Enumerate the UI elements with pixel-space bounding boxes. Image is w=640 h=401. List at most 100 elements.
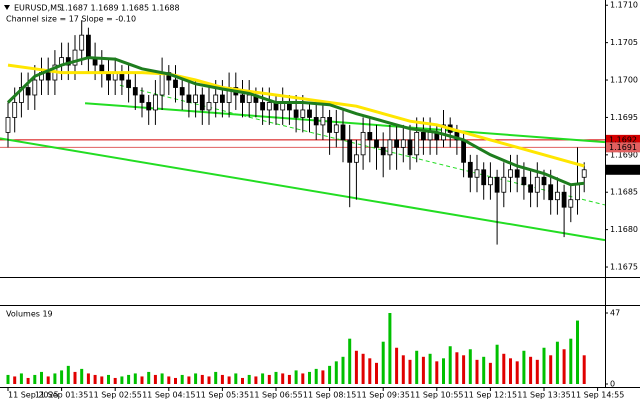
ohlc-text: 1.1687 1.1689 1.1685 1.1688 [60,4,180,13]
candle-body [213,94,219,103]
y-tick-label: 1.1700 [610,76,638,85]
candle-body [474,169,480,178]
candle [360,117,366,170]
volume-title: Volumes 19 [6,310,53,319]
candle-body [528,184,533,193]
x-tick-label: 11 Sep 13:35 [517,391,570,400]
candle-body [581,169,587,178]
x-tick-label: 11 Sep 02:55 [88,391,141,400]
x-tick-label: 11 Sep 09:35 [356,391,409,400]
candle-body [394,139,400,148]
candle-body [300,109,306,118]
price-label: 1.1691 [609,143,637,152]
candle-body [380,146,386,156]
y-tick-label: 1.1675 [610,263,638,272]
candle [327,109,333,155]
candle [561,184,567,238]
candle [534,162,540,208]
candle-body [159,72,165,96]
candle [474,154,480,193]
y-tick-label: 1.1695 [610,113,638,122]
candle [353,139,359,200]
candle [152,80,158,125]
candle-body [173,79,178,88]
candle-body [240,94,245,103]
candle-body [186,94,192,103]
candle [25,72,31,110]
candle-body [541,176,547,186]
candle-body [139,94,145,103]
candle-body [307,109,312,118]
candle-body [461,139,467,163]
candle-body [367,131,373,141]
candle [494,169,500,245]
candle [146,94,152,125]
candle-body [481,169,487,186]
candle [467,154,473,193]
candle-body [467,161,473,178]
y-tick-label: 1.1690 [610,150,638,159]
candle-body [193,94,199,103]
candle [555,177,560,215]
moving-average [6,56,585,187]
candle [313,102,319,140]
candle [307,102,312,133]
vol-tick-label: 47 [610,309,620,318]
candle [32,65,38,110]
candle-body [514,169,520,178]
candle-body [32,79,38,96]
candle [132,72,138,110]
collapse-arrow [4,5,10,10]
candle-body [561,191,567,208]
x-tick-label: 11 Sep 12:15 [464,391,517,400]
candle-body [501,176,507,193]
candle [407,124,413,170]
candle [514,154,520,193]
x-tick-label: 11 Sep 2025 [8,391,59,400]
x-tick-label: 11 Sep 06:55 [249,391,302,400]
candle [508,154,513,193]
x-tick-label: 11 Sep 05:35 [196,391,249,400]
candle-body [12,102,18,118]
candle [199,87,205,125]
candle-body [206,102,212,111]
x-tick-label: 11 Sep 14:55 [571,391,624,400]
candle [333,109,339,148]
candle [487,162,493,200]
candle-body [25,87,31,96]
candle [367,117,373,163]
moving-average [7,63,585,168]
candle-body [521,176,527,186]
candle-body [360,131,366,156]
price-label-box [606,164,640,175]
candle-body [313,117,319,126]
candle [186,80,192,118]
candle [380,132,386,178]
candle-body [407,139,413,156]
x-tick-label: 11 Sep 08:15 [303,391,356,400]
candle-body [568,199,574,208]
symbol: EURUSD,M5 [14,4,62,13]
candle-body [5,117,11,133]
candle-body [387,139,393,156]
candle-body [260,102,266,111]
candle-body [555,191,560,201]
x-tick-label: 11 Sep 10:55 [410,391,463,400]
candle-body [219,94,225,103]
candle-body [179,87,185,96]
x-tick-label: 11 Sep 04:15 [142,391,195,400]
candle-body [327,117,333,133]
candle-body [374,139,379,148]
candle [79,20,85,66]
candle-body [266,102,272,111]
candle-body [353,154,359,163]
price-label-box [606,142,640,153]
candle [581,162,587,193]
candle-body [340,124,346,141]
price-label: 1.1692 [609,135,637,144]
y-tick-label: 1.1680 [610,225,638,234]
candle [481,162,487,200]
candle [5,102,11,148]
price-label: 1.1688 [609,165,637,174]
